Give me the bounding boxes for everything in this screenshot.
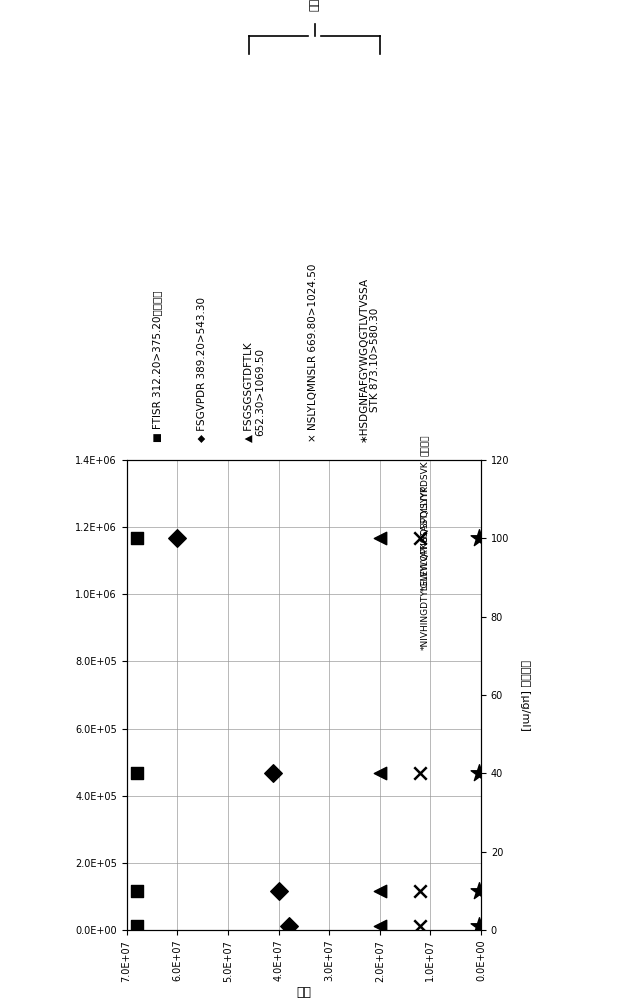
Point [284, 918, 294, 934]
Text: *GLEWVATISSASTYSYYPDSVK: *GLEWVATISSASTYSYYPDSVK [421, 460, 430, 591]
Point [415, 883, 425, 899]
Point [473, 765, 484, 781]
Point [415, 530, 425, 546]
Point [375, 765, 385, 781]
Text: （右轴）: （右轴） [310, 0, 320, 11]
Text: ■ FTISR 312.20>375.20（左轴）: ■ FTISR 312.20>375.20（左轴） [152, 290, 162, 442]
Text: × NSLYLQMNSLR 669.80>1024.50: × NSLYLQMNSLR 669.80>1024.50 [308, 264, 318, 442]
Point [375, 883, 385, 899]
Point [132, 765, 142, 781]
Text: ▲ FSGSGSGTDFTLK
652.30>1069.50: ▲ FSGSGSGTDFTLK 652.30>1069.50 [244, 342, 265, 442]
Point [132, 918, 142, 934]
Point [172, 530, 182, 546]
X-axis label: 响度: 响度 [296, 986, 311, 999]
Point [473, 530, 484, 546]
Text: ◆ FSGVPDR 389.20>543.30: ◆ FSGVPDR 389.20>543.30 [196, 297, 206, 442]
Point [132, 883, 142, 899]
Point [375, 918, 385, 934]
Point [273, 883, 284, 899]
Text: 未棄测到: 未棄测到 [421, 435, 430, 456]
Text: ∗HSDGNFAFGYWGQGTLVTVSSA
STK 873.10>580.30: ∗HSDGNFAFGYWGQGTLVTVSSA STK 873.10>580.3… [359, 277, 380, 442]
Point [415, 918, 425, 934]
Point [473, 918, 484, 934]
Point [268, 765, 279, 781]
Point [415, 765, 425, 781]
Y-axis label: 血浆浓度 [μg/ml]: 血浆浓度 [μg/ml] [520, 660, 530, 730]
Point [375, 530, 385, 546]
Text: *NIVHINGDTYLEWYLQPKGQSPQLLIYK: *NIVHINGDTYLEWYLQPKGQSPQLLIYK [421, 485, 430, 650]
Point [132, 530, 142, 546]
Point [473, 883, 484, 899]
